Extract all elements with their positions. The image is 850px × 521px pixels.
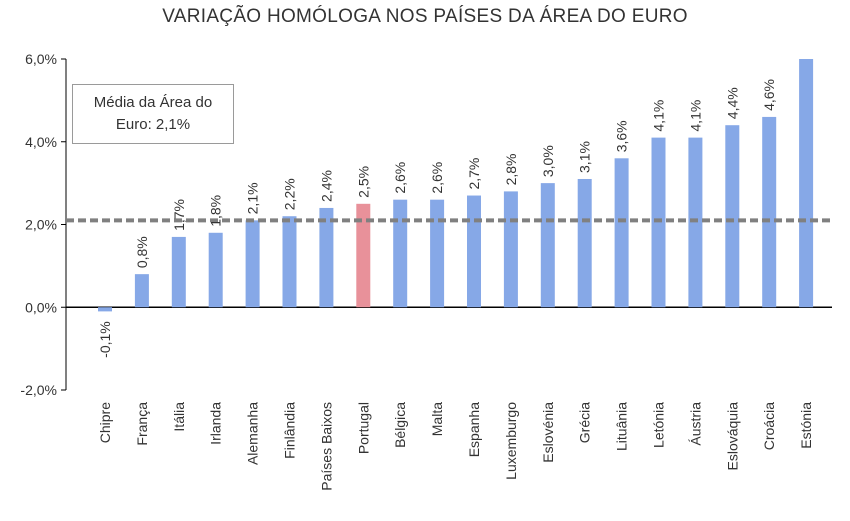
chart-title: VARIAÇÃO HOMÓLOGA NOS PAÍSES DA ÁREA DO …: [162, 6, 688, 27]
data-label: 4,1%: [651, 100, 667, 132]
y-tick-label: -2,0%: [20, 382, 57, 398]
bar: [503, 191, 518, 308]
data-label: 2,2%: [282, 178, 298, 210]
category-label: Luxemburgo: [503, 402, 519, 480]
data-label: 3,1%: [577, 141, 593, 173]
category-label: Estónia: [798, 402, 814, 449]
bar: [282, 216, 297, 308]
bar: [208, 232, 223, 308]
data-label: 2,1%: [245, 182, 261, 214]
y-tick-label: 0,0%: [25, 299, 57, 315]
data-label: 2,7%: [466, 158, 482, 190]
bars: [98, 59, 814, 312]
category-label: Espanha: [466, 402, 482, 457]
category-label: Áustria: [687, 402, 703, 446]
data-label: 2,6%: [429, 162, 445, 194]
category-label: Grécia: [577, 402, 593, 443]
data-label: 2,5%: [355, 166, 371, 198]
bar: [171, 236, 186, 308]
category-labels: Chipre França Itália Irlanda Alemanha Finlând…: [97, 402, 814, 491]
bar: [245, 220, 260, 308]
category-label: França: [134, 402, 150, 446]
y-tick-label: 2,0%: [25, 217, 57, 233]
data-label: 2,4%: [318, 170, 334, 202]
category-label: Finlândia: [282, 402, 298, 459]
bar: [319, 207, 334, 308]
bar: [393, 199, 408, 308]
data-label: 3,6%: [614, 120, 630, 152]
category-label: Alemanha: [245, 402, 261, 465]
bar: [725, 125, 740, 308]
average-annotation-line-1: Média da Área do: [93, 94, 213, 111]
average-annotation-line-2: Euro: 2,1%: [115, 116, 191, 133]
bar: [688, 137, 703, 308]
category-label: Chipre: [97, 402, 113, 443]
data-label: 3,0%: [540, 145, 556, 177]
category-label: Bélgica: [392, 402, 408, 448]
bar: [430, 199, 445, 308]
category-label: Países Baixos: [318, 402, 334, 491]
category-label: Lituânia: [614, 402, 630, 451]
data-label: 2,6%: [392, 162, 408, 194]
bar: [467, 195, 481, 308]
category-label: Eslovénia: [540, 402, 556, 463]
data-label: 4,4%: [724, 87, 740, 119]
category-label: Eslováquia: [724, 402, 740, 471]
y-tick-label: 6,0%: [25, 51, 57, 67]
data-label: 1,7%: [171, 199, 187, 231]
y-tick-label: 4,0%: [25, 134, 57, 150]
category-label: Portugal: [355, 402, 371, 454]
data-label: -0,1%: [97, 321, 113, 358]
bar: [762, 116, 777, 308]
bar: [614, 158, 629, 308]
y-axis: -2,0% 0,0% 2,0% 4,0% 6,0%: [20, 51, 832, 398]
bar: [356, 203, 371, 308]
bar: [98, 307, 112, 312]
category-label: Letónia: [651, 402, 667, 448]
bar: [651, 137, 666, 308]
bar: [134, 274, 149, 308]
category-label: Croácia: [761, 402, 777, 450]
bar: [577, 178, 592, 308]
data-label: 1,8%: [208, 195, 224, 227]
data-label: 4,1%: [687, 100, 703, 132]
category-label: Malta: [429, 402, 445, 436]
data-label: 0,8%: [134, 236, 150, 268]
category-label: Irlanda: [208, 402, 224, 445]
average-annotation: Média da Área do Euro: 2,1%: [72, 84, 234, 144]
category-label: Itália: [171, 402, 187, 432]
data-labels: -0,1% 0,8% 1,7% 1,8% 2,1% 2,2% 2,4% 2,5% 2,6% 2,6…: [97, 79, 777, 358]
bar: [799, 59, 814, 308]
data-label: 2,8%: [503, 153, 519, 185]
bar: [540, 183, 555, 308]
data-label: 4,6%: [761, 79, 777, 111]
